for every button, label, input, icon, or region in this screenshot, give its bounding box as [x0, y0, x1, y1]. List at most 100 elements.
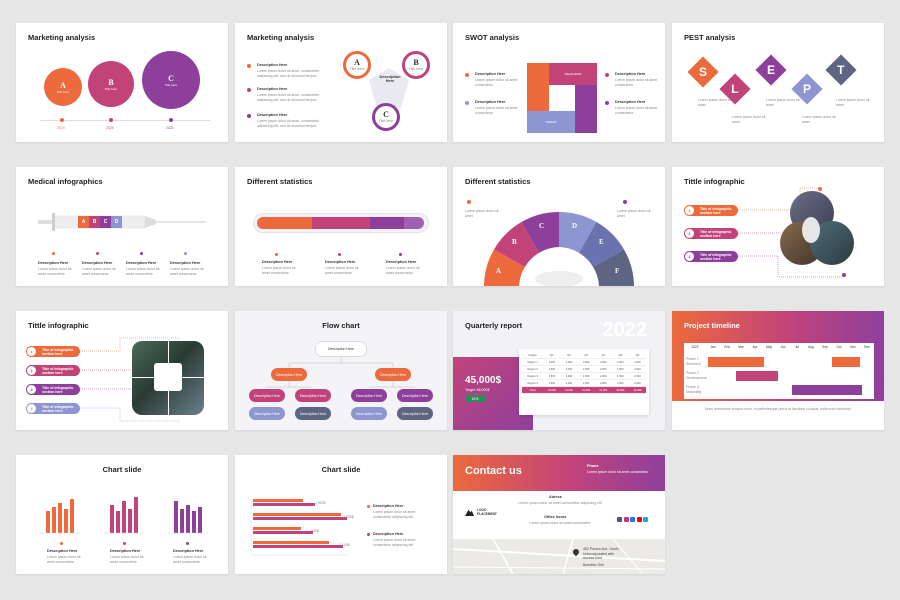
table-cell: 2,000: [628, 379, 646, 387]
desc-label: Description Here: [475, 100, 506, 104]
table-cell: 1,500: [577, 379, 595, 387]
logo-text: LOGO PLACEMENT: [477, 508, 497, 516]
slide-pest-analysis[interactable]: PEST analysis S L E P T Lorem ipsum dolo…: [672, 23, 884, 142]
flow-node: Description Here: [249, 407, 285, 420]
segment-letter: E: [599, 238, 604, 246]
desc-body: Lorem ipsum dolor sit amet consectetur a…: [373, 510, 416, 519]
connector-lines: [80, 337, 180, 422]
timeline-caption: Nunc fermentum tempus nunc. In pellentes…: [704, 407, 852, 411]
table-cell: 1,500: [611, 372, 629, 380]
slide-different-statistics-1[interactable]: Different statistics Description Here Lo…: [235, 167, 447, 286]
slide-medical-infographics[interactable]: Medical infographics A B C D Description…: [16, 167, 228, 286]
slide-marketing-analysis-1[interactable]: Marketing analysis A Title here B Title he…: [16, 23, 228, 142]
desc-label: Description Here: [110, 549, 141, 553]
slide-swot-analysis[interactable]: SWOT analysis Description Here Lorem ips…: [453, 23, 665, 142]
table-cell: Total: [522, 386, 544, 394]
segment-letter: B: [512, 238, 517, 246]
pest-body: Lorem ipsum dolor sit amet: [732, 115, 766, 124]
flow-node: Description Here: [295, 407, 331, 420]
ring-c: C Title here: [372, 103, 400, 131]
dot: [60, 118, 64, 122]
syringe-letter: A: [81, 219, 86, 225]
slide-title: Quarterly report: [465, 321, 523, 330]
slide-chart-1[interactable]: Chart slide Description Here Lorem ipsum…: [16, 455, 228, 574]
desc-body: Lorem ipsum dolor sit amet consectetur: [47, 555, 81, 564]
map-area[interactable]: [453, 538, 665, 574]
dot: [169, 118, 173, 122]
desc-label: Description Here: [47, 549, 78, 553]
slide-contact-us[interactable]: Contact us Phone Lorem ipsum dolor sit a…: [453, 455, 665, 574]
desc-body: Lorem ipsum dolor sit amet consectetur: [325, 266, 359, 275]
facebook-icon[interactable]: [630, 517, 635, 522]
bullet-dot: [399, 253, 402, 256]
table-cell: 1,500: [611, 379, 629, 387]
gantt-month: Sep: [822, 345, 828, 349]
desc-body: Lorem ipsum dolor sit amet consectetur: [615, 78, 658, 87]
table-row: Region 2 1,500 2,000 1,500 2,000 1,500 2,000: [522, 365, 646, 373]
pest-body: Lorem ipsum dolor sit amet: [802, 115, 836, 124]
desc-body: Lorem ipsum dolor sit amet, consectetur …: [257, 119, 320, 128]
instagram-icon[interactable]: [623, 517, 629, 522]
table-cell: 10,000: [543, 386, 561, 394]
bar-value: 1,520$: [315, 501, 326, 505]
desc-body: Lorem ipsum dolor sit amet consectetur: [386, 266, 420, 275]
table-cell: 1,500: [543, 372, 561, 380]
syringe-letter: B: [92, 219, 97, 225]
table-cell: 1,500: [543, 379, 561, 387]
circle-c: C Title here: [142, 51, 200, 109]
syringe-letter: D: [114, 219, 119, 225]
table-row: Region 1 1,500 2,000 1,500 2,000 1,500 2,000: [522, 358, 646, 366]
table-cell: 10,000: [577, 386, 595, 394]
table-cell: Region 1: [522, 358, 544, 366]
table-cell: Region 2: [522, 365, 544, 373]
gantt-bar: [832, 357, 860, 367]
desc-body: Lorem ipsum dolor sit amet: [617, 209, 651, 218]
infographic-item: 3 Title of infographic section here: [684, 251, 738, 262]
bullet-dot: [247, 64, 251, 68]
social-icons: [617, 509, 650, 527]
desc-body: Lorem ipsum dolor sit amet consectetur: [173, 555, 207, 564]
progress-segment: [404, 217, 424, 229]
bullet-dot: [96, 252, 99, 255]
address-label: Adress: [549, 495, 562, 499]
bullet-dot: [186, 542, 189, 545]
twitter-icon[interactable]: [643, 517, 648, 522]
flow-node: Description Here: [351, 389, 387, 402]
phase-label: Phase 1 Research: [686, 357, 701, 366]
target-text: Target: 56,000$: [465, 388, 490, 392]
gantt-month: Feb: [724, 345, 730, 349]
desc-body: Lorem ipsum dolor sit amet consectetur: [262, 266, 296, 275]
logo-icon: [465, 509, 474, 516]
youtube-icon[interactable]: [636, 517, 642, 522]
desc-body: Lorem ipsum dolor sit amet: [465, 209, 499, 218]
slide-flow-chart[interactable]: Flow chart Description Here Description …: [235, 311, 447, 430]
amount-value: 45,000$: [465, 375, 502, 386]
desc-label: Description Here: [170, 261, 201, 265]
address-value: Lorem ipsum dolor sit amet consectetur a…: [518, 501, 602, 505]
slide-chart-2[interactable]: Chart slide 1,520$ 2,800$ 950$ 2,100$ De…: [235, 455, 447, 574]
bullet-dot: [465, 101, 469, 105]
bullet-dot: [184, 252, 187, 255]
slide-title: Chart slide: [321, 465, 361, 474]
table-cell: Q4: [594, 352, 612, 359]
linkedin-icon[interactable]: [617, 517, 622, 522]
slide-title-infographic-1[interactable]: Tittle infographic 1 Title of infographic…: [672, 167, 884, 286]
desc-body: Lorem ipsum dolor sit amet consectetur: [110, 555, 144, 564]
slide-project-timeline[interactable]: Project timeline 2022 Jan Feb Mar Apr May Jun J…: [672, 311, 884, 430]
gantt-month: Jan: [710, 345, 716, 349]
table-cell: 1,500: [577, 372, 595, 380]
phase-label: Phase 2 Development: [686, 371, 707, 380]
circle-a: A Title here: [44, 68, 82, 106]
slide-title-infographic-2[interactable]: Tittle infographic 1 Title of infographic…: [16, 311, 228, 430]
ring-b: B Title here: [402, 51, 430, 79]
slide-quarterly-report[interactable]: Quarterly report 2022 45,000$ Target: 56…: [453, 311, 665, 430]
table-cell: 1,500: [543, 358, 561, 366]
slide-marketing-analysis-2[interactable]: Marketing analysis Description Here Lore…: [235, 23, 447, 142]
flow-node: Description Here: [397, 389, 433, 402]
swot-square: WEAKNESS THREAT: [527, 63, 597, 133]
slide-different-statistics-2[interactable]: Different statistics Lorem ipsum dolor s…: [453, 167, 665, 286]
table-cell: 1,500: [543, 365, 561, 373]
infographic-item: 2 Title of infographic section here: [26, 365, 80, 376]
percent-badge: 15%: [465, 395, 485, 402]
desc-body: Lorem ipsum dolor sit amet consectetur: [82, 267, 116, 276]
